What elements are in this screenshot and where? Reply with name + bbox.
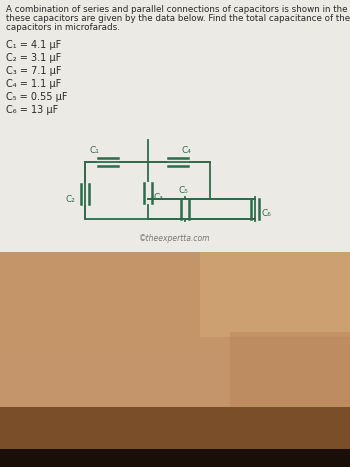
- Bar: [0, 449, 350, 467]
- Bar: [0, 252, 350, 467]
- Bar: [0, 252, 350, 347]
- Text: C₅ = 0.55 μF: C₅ = 0.55 μF: [6, 92, 68, 102]
- Text: C₄ = 1.1 μF: C₄ = 1.1 μF: [6, 79, 61, 89]
- Text: C₁: C₁: [90, 146, 100, 155]
- Text: C₂: C₂: [65, 194, 75, 204]
- Text: C₂ = 3.1 μF: C₂ = 3.1 μF: [6, 53, 61, 63]
- Text: A combination of series and parallel connections of capacitors is shown in the f: A combination of series and parallel con…: [6, 5, 350, 14]
- Text: C₄: C₄: [182, 146, 192, 155]
- Text: C₆: C₆: [261, 208, 271, 218]
- Text: C₃: C₃: [154, 192, 164, 201]
- Bar: [200, 252, 350, 337]
- Text: C₁ = 4.1 μF: C₁ = 4.1 μF: [6, 40, 61, 50]
- Bar: [230, 332, 350, 407]
- Text: C₃ = 7.1 μF: C₃ = 7.1 μF: [6, 66, 62, 76]
- Bar: [0, 407, 350, 467]
- Text: ©theexpertta.com: ©theexpertta.com: [139, 234, 211, 243]
- Text: C₅: C₅: [178, 186, 188, 195]
- Text: these capacitors are given by the data below. Find the total capacitance of the : these capacitors are given by the data b…: [6, 14, 350, 23]
- Text: capacitors in microfarads.: capacitors in microfarads.: [6, 23, 120, 32]
- Text: C₆ = 13 μF: C₆ = 13 μF: [6, 105, 58, 115]
